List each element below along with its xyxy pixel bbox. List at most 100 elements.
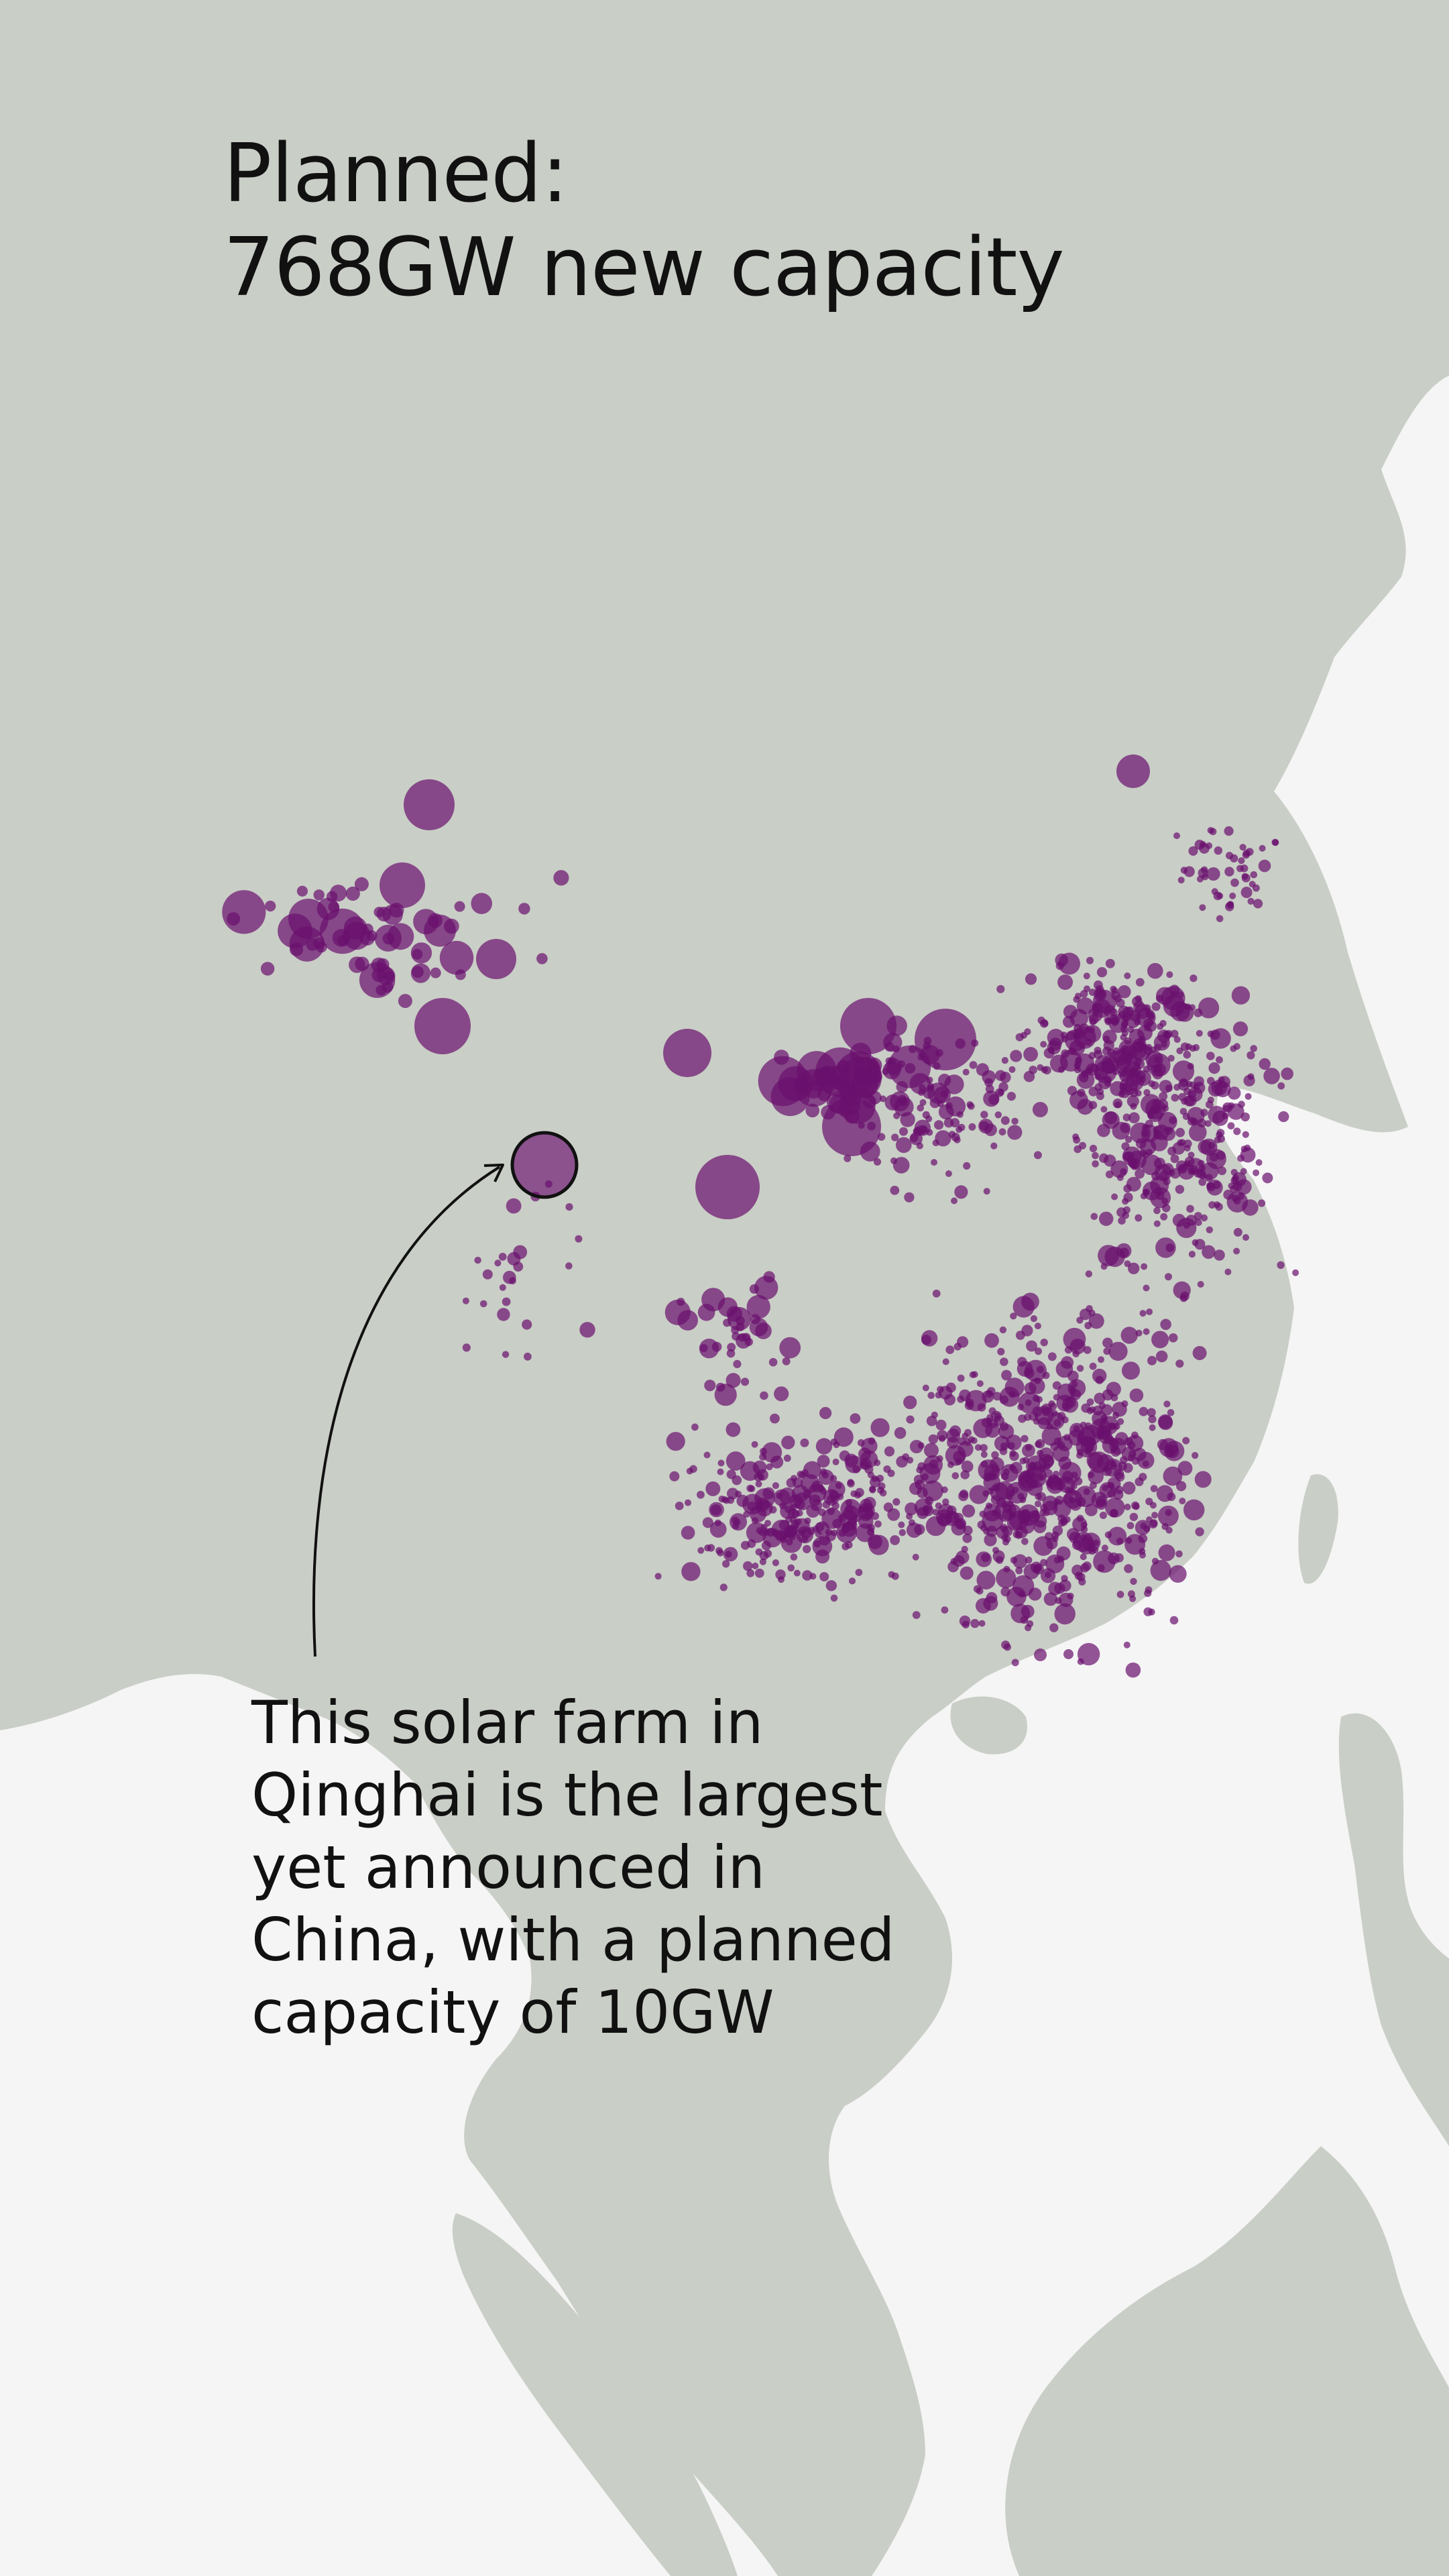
solar-site-marker	[922, 1384, 929, 1392]
solar-site-marker	[726, 1349, 736, 1358]
solar-site-marker	[1215, 1202, 1223, 1211]
solar-site-marker	[858, 1447, 872, 1461]
solar-site-marker	[1112, 1016, 1120, 1025]
solar-site-marker	[1163, 1031, 1171, 1039]
solar-site-marker	[503, 1270, 516, 1284]
solar-site-marker	[404, 779, 455, 830]
solar-site-marker	[830, 1496, 837, 1503]
solar-site-marker	[1059, 1050, 1082, 1072]
solar-site-marker	[1078, 1577, 1086, 1586]
solar-site-marker	[1131, 1076, 1141, 1086]
solar-site-marker	[666, 1432, 685, 1451]
solar-site-marker	[727, 1343, 736, 1352]
solar-site-marker	[994, 1412, 1001, 1420]
solar-site-marker	[1247, 897, 1255, 905]
solar-site-marker	[1179, 1139, 1186, 1146]
solar-site-marker	[1090, 1213, 1098, 1221]
solar-site-marker	[714, 1519, 721, 1526]
solar-site-marker	[1194, 1212, 1202, 1221]
solar-site-marker	[857, 1439, 865, 1447]
solar-site-marker	[935, 1502, 942, 1510]
solar-site-marker	[954, 1518, 967, 1530]
solar-site-marker	[1166, 971, 1173, 978]
solar-site-marker	[1186, 1205, 1194, 1213]
solar-site-marker	[1263, 1068, 1280, 1084]
solar-site-marker	[964, 1439, 972, 1446]
solar-site-marker	[1017, 1357, 1027, 1367]
solar-site-marker	[935, 1130, 951, 1147]
solar-site-marker	[830, 1475, 837, 1482]
solar-site-marker	[775, 1569, 786, 1580]
solar-site-marker	[774, 1386, 789, 1402]
solar-site-marker	[840, 1499, 862, 1520]
solar-site-marker	[863, 1504, 871, 1512]
solar-site-marker	[1206, 1226, 1214, 1234]
solar-site-marker	[1028, 1587, 1042, 1601]
solar-site-marker	[705, 1481, 721, 1496]
solar-site-marker	[1150, 1560, 1171, 1581]
solar-site-marker	[536, 953, 548, 964]
solar-site-marker	[575, 1235, 583, 1243]
solar-site-marker	[782, 1357, 791, 1365]
solar-site-marker	[1017, 1404, 1025, 1410]
solar-site-marker	[1141, 1154, 1162, 1176]
solar-site-marker	[980, 1451, 988, 1458]
solar-site-marker	[978, 1620, 986, 1627]
solar-site-marker	[931, 1159, 937, 1166]
solar-site-marker	[1233, 1227, 1242, 1237]
solar-site-marker	[781, 1435, 795, 1449]
solar-site-marker	[831, 1529, 838, 1536]
solar-site-marker	[1126, 1522, 1135, 1530]
solar-site-marker	[502, 1351, 510, 1358]
solar-site-marker	[1137, 1040, 1145, 1048]
solar-site-marker	[1159, 1438, 1179, 1457]
solar-site-marker	[758, 1473, 765, 1481]
solar-site-marker	[1139, 1406, 1149, 1416]
solar-site-marker	[719, 1583, 728, 1591]
solar-site-marker	[1060, 1517, 1068, 1525]
solar-site-marker	[1046, 1422, 1053, 1430]
solar-site-marker	[1124, 1260, 1131, 1268]
solar-site-marker	[1111, 991, 1120, 1001]
solar-site-marker	[1063, 1327, 1086, 1351]
solar-site-marker	[959, 1615, 971, 1627]
solar-site-marker	[1104, 1111, 1118, 1125]
solar-site-marker	[1148, 1415, 1157, 1424]
solar-site-marker	[944, 1394, 955, 1406]
solar-site-marker	[969, 1485, 988, 1504]
solar-site-marker	[1088, 1026, 1096, 1033]
solar-site-marker	[1112, 1444, 1118, 1451]
map-title-line-2: 768GW new capacity	[223, 221, 1065, 315]
solar-site-marker	[998, 1424, 1015, 1440]
solar-site-marker	[1163, 1466, 1183, 1486]
solar-site-marker	[1116, 1207, 1126, 1217]
solar-site-marker	[1055, 1496, 1064, 1505]
solar-site-marker	[945, 1096, 966, 1117]
solar-site-marker	[1143, 1066, 1150, 1073]
solar-site-marker	[983, 1188, 990, 1195]
solar-site-marker	[779, 1530, 787, 1538]
solar-site-marker	[704, 1380, 716, 1392]
solar-site-marker	[1094, 1073, 1102, 1080]
solar-site-marker	[1210, 1029, 1220, 1040]
solar-site-marker	[398, 994, 412, 1008]
highlighted-site-qinghai[interactable]	[510, 1131, 579, 1199]
solar-site-marker	[850, 1413, 861, 1424]
solar-site-marker	[1232, 1021, 1249, 1037]
solar-site-marker	[1034, 1648, 1047, 1661]
solar-site-marker	[1240, 887, 1253, 899]
solar-site-marker	[1122, 1113, 1131, 1121]
solar-site-marker	[999, 1395, 1008, 1404]
solar-site-marker	[845, 1499, 853, 1506]
solar-site-marker	[1089, 1362, 1097, 1370]
solar-site-marker	[1076, 1452, 1083, 1459]
solar-site-marker	[890, 1535, 900, 1545]
solar-site-marker	[1054, 1603, 1076, 1625]
solar-site-marker	[1007, 1125, 1023, 1140]
solar-site-marker	[1032, 1102, 1048, 1117]
solar-site-marker	[1033, 1151, 1042, 1160]
solar-site-marker	[778, 1487, 797, 1505]
solar-site-marker	[1110, 985, 1117, 993]
solar-site-marker	[979, 1121, 989, 1131]
solar-site-marker	[726, 1451, 746, 1471]
